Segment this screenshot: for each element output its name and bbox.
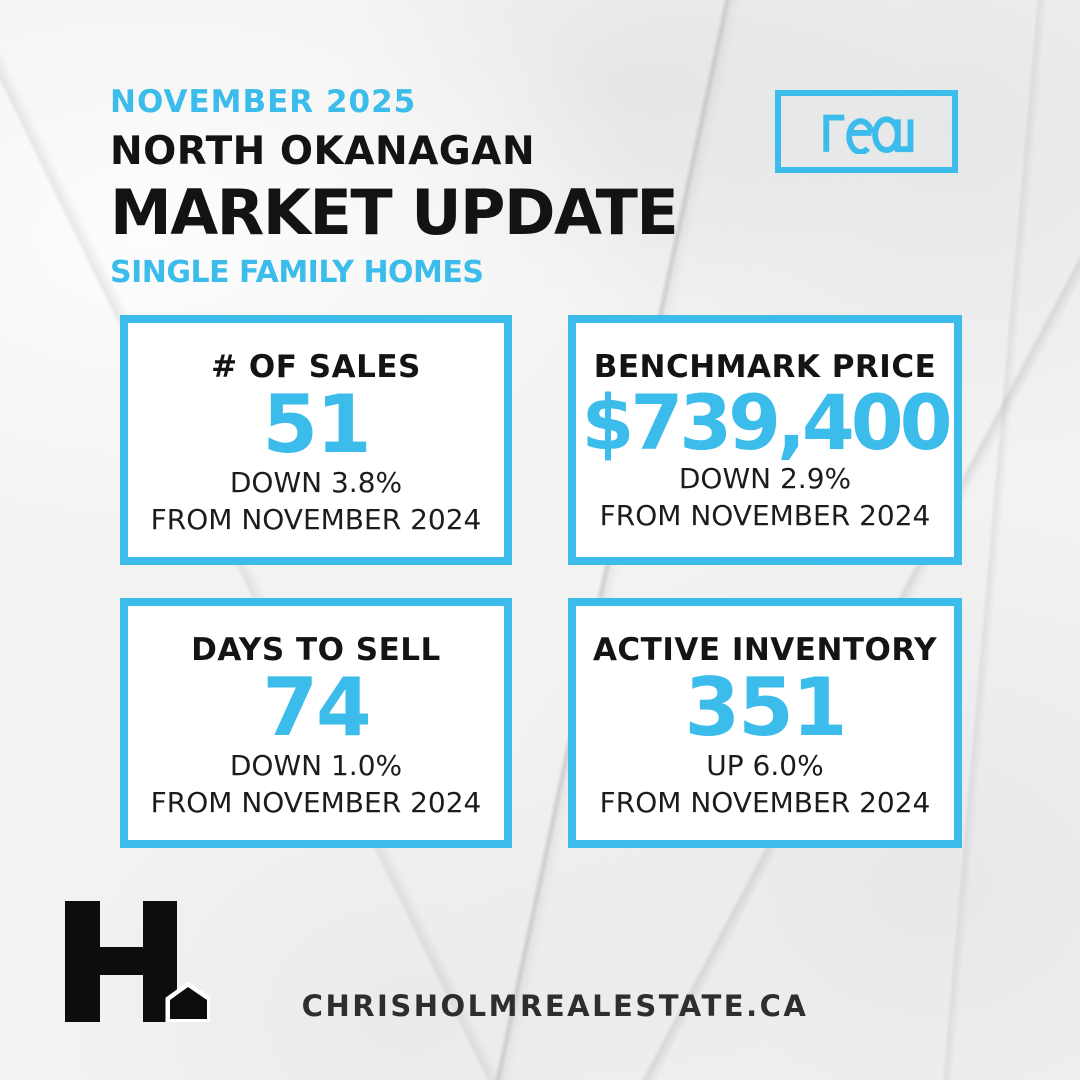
change-line: DOWN 2.9% bbox=[678, 462, 852, 495]
change-line: DOWN 3.8% bbox=[229, 466, 403, 499]
period-line: FROM NOVEMBER 2024 bbox=[150, 785, 482, 819]
stat-card-active-inventory: ACTIVE INVENTORY 351 UP 6.0% FROM NOVEMB… bbox=[568, 598, 962, 848]
stat-card-number-of-sales: # OF SALES 51 DOWN 3.8% FROM NOVEMBER 20… bbox=[120, 315, 512, 565]
stat-card-benchmark-price: BENCHMARK PRICE $739,400 DOWN 2.9% FROM … bbox=[568, 315, 962, 565]
header: NOVEMBER 2025 NORTH OKANAGAN MARKET UPDA… bbox=[110, 84, 679, 290]
stat-value: 51 bbox=[262, 378, 371, 471]
period-line: FROM NOVEMBER 2024 bbox=[599, 785, 931, 819]
website-url: CHRISHOLMREALESTATE.CA bbox=[301, 989, 809, 1023]
stat-label: ACTIVE INVENTORY bbox=[592, 632, 938, 668]
page-title: MARKET UPDATE bbox=[110, 176, 679, 249]
stat-label: # OF SALES bbox=[211, 349, 421, 385]
stat-value: $739,400 bbox=[581, 378, 952, 467]
stat-change: DOWN 1.0% FROM NOVEMBER 2024 bbox=[151, 748, 482, 822]
h-house-monogram-icon bbox=[65, 901, 210, 1022]
segment-subtitle: SINGLE FAMILY HOMES bbox=[110, 255, 484, 290]
period-line: FROM NOVEMBER 2024 bbox=[150, 502, 482, 536]
stat-value: 351 bbox=[684, 661, 848, 754]
stat-card-days-to-sell: DAYS TO SELL 74 DOWN 1.0% FROM NOVEMBER … bbox=[120, 598, 512, 848]
stat-change: DOWN 2.9% FROM NOVEMBER 2024 bbox=[600, 461, 931, 535]
stat-value: 74 bbox=[262, 661, 371, 754]
real-brokerage-logo bbox=[775, 90, 958, 173]
period-line: FROM NOVEMBER 2024 bbox=[599, 498, 931, 532]
stat-label: BENCHMARK PRICE bbox=[593, 349, 937, 385]
stats-grid: # OF SALES 51 DOWN 3.8% FROM NOVEMBER 20… bbox=[120, 315, 962, 848]
month-eyebrow: NOVEMBER 2025 bbox=[110, 84, 417, 120]
real-wordmark-icon bbox=[822, 114, 913, 154]
change-line: UP 6.0% bbox=[706, 749, 824, 782]
stat-label: DAYS TO SELL bbox=[191, 632, 441, 668]
stat-change: UP 6.0% FROM NOVEMBER 2024 bbox=[600, 748, 931, 822]
region-title: NORTH OKANAGAN bbox=[110, 129, 536, 174]
stat-change: DOWN 3.8% FROM NOVEMBER 2024 bbox=[151, 465, 482, 539]
change-line: DOWN 1.0% bbox=[229, 749, 403, 782]
